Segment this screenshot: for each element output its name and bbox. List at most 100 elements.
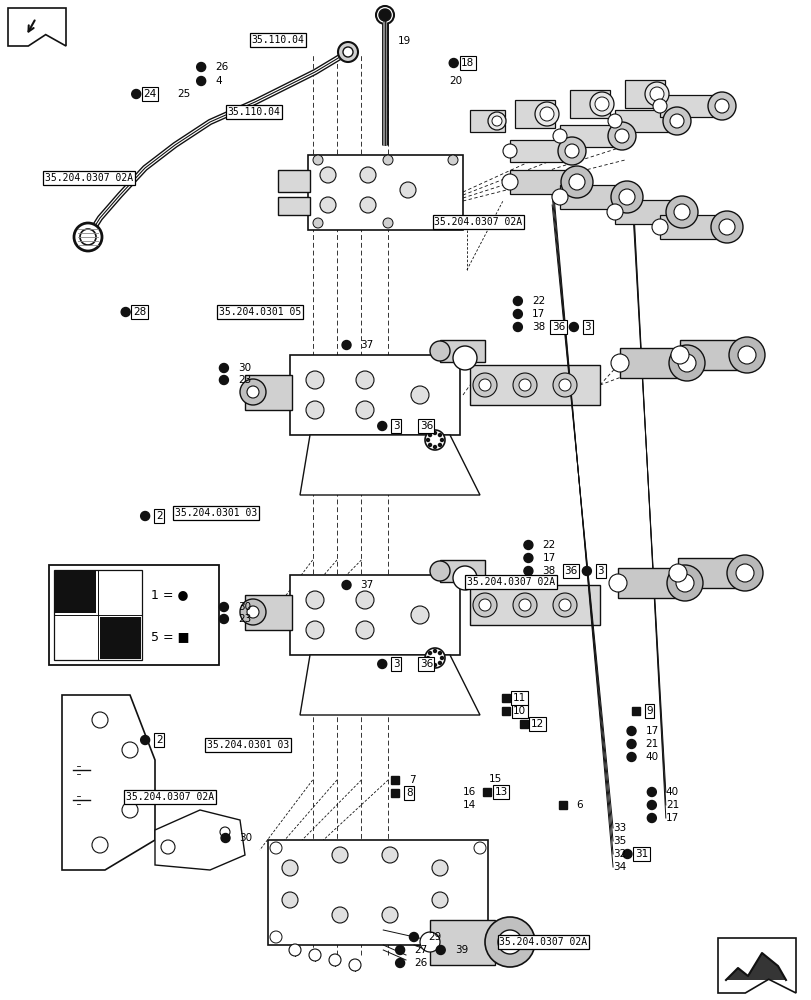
Circle shape [652, 99, 666, 113]
Text: 35.204.0307 02A: 35.204.0307 02A [126, 792, 214, 802]
Bar [440, 560, 484, 582]
Circle shape [440, 656, 443, 660]
Bar [49, 565, 219, 665]
Circle shape [726, 555, 762, 591]
Circle shape [474, 842, 486, 854]
Circle shape [668, 564, 686, 582]
Circle shape [557, 137, 586, 165]
Circle shape [419, 932, 440, 952]
Circle shape [665, 196, 697, 228]
Circle shape [438, 434, 441, 437]
Circle shape [710, 211, 742, 243]
Circle shape [247, 606, 259, 618]
Circle shape [306, 401, 324, 419]
Bar [614, 200, 674, 224]
Text: 8: 8 [406, 788, 412, 798]
Text: 21: 21 [645, 739, 658, 749]
Circle shape [718, 219, 734, 235]
Text: 9: 9 [646, 706, 652, 716]
Circle shape [646, 813, 655, 822]
Circle shape [92, 837, 108, 853]
Circle shape [513, 310, 521, 318]
Bar [631, 707, 639, 715]
Circle shape [669, 114, 683, 128]
Circle shape [649, 87, 663, 101]
Polygon shape [155, 810, 245, 870]
Circle shape [359, 167, 375, 183]
Circle shape [513, 296, 521, 306]
Circle shape [610, 354, 629, 372]
Circle shape [523, 566, 532, 576]
Circle shape [440, 438, 443, 442]
Circle shape [478, 379, 491, 391]
Circle shape [349, 959, 361, 971]
Circle shape [383, 218, 393, 228]
Circle shape [518, 599, 530, 611]
Circle shape [306, 371, 324, 389]
Bar [470, 585, 599, 625]
Circle shape [424, 430, 444, 450]
Bar [470, 365, 599, 405]
Circle shape [453, 346, 476, 370]
Circle shape [608, 574, 626, 592]
Circle shape [552, 129, 566, 143]
Bar [54, 571, 97, 613]
Circle shape [341, 340, 350, 350]
Bar [245, 375, 292, 410]
Bar [617, 568, 677, 598]
Circle shape [436, 945, 444, 954]
Circle shape [219, 363, 228, 372]
Circle shape [221, 833, 230, 842]
Circle shape [737, 346, 755, 364]
Bar [290, 575, 460, 655]
Bar [501, 694, 509, 702]
Circle shape [240, 379, 266, 405]
Polygon shape [299, 435, 479, 495]
Circle shape [410, 606, 428, 624]
Text: 26: 26 [414, 958, 427, 968]
Circle shape [131, 90, 140, 99]
Bar [470, 110, 504, 132]
Circle shape [306, 621, 324, 639]
Circle shape [607, 204, 622, 220]
Circle shape [646, 800, 655, 809]
Circle shape [448, 59, 457, 68]
Circle shape [569, 322, 577, 332]
Text: 36: 36 [551, 322, 564, 332]
Circle shape [74, 223, 102, 251]
Circle shape [377, 422, 386, 430]
Circle shape [431, 892, 448, 908]
Text: 38: 38 [531, 322, 544, 332]
Text: 3: 3 [393, 659, 399, 669]
Circle shape [707, 92, 735, 120]
Circle shape [438, 661, 441, 664]
Circle shape [590, 92, 613, 116]
Circle shape [289, 944, 301, 956]
Text: 36: 36 [419, 421, 432, 431]
Text: 33: 33 [612, 823, 625, 833]
Circle shape [438, 652, 441, 655]
Circle shape [312, 155, 323, 165]
Text: 30: 30 [239, 833, 252, 843]
Circle shape [622, 849, 631, 858]
Circle shape [426, 656, 429, 660]
Text: 35.204.0301 03: 35.204.0301 03 [174, 508, 256, 518]
Bar [560, 125, 614, 147]
Circle shape [501, 174, 517, 190]
Circle shape [433, 664, 436, 666]
Circle shape [219, 614, 228, 624]
Bar [307, 155, 462, 230]
Circle shape [395, 958, 404, 967]
Text: 35: 35 [612, 836, 625, 846]
Circle shape [735, 564, 753, 582]
Circle shape [668, 345, 704, 381]
Text: 36: 36 [419, 659, 432, 669]
Circle shape [558, 379, 570, 391]
Circle shape [610, 181, 642, 213]
Circle shape [122, 802, 138, 818]
Text: 37: 37 [360, 580, 373, 590]
Text: 6: 6 [576, 800, 582, 810]
Text: 35.204.0301 03: 35.204.0301 03 [207, 740, 289, 750]
Polygon shape [62, 695, 155, 870]
Circle shape [569, 174, 584, 190]
